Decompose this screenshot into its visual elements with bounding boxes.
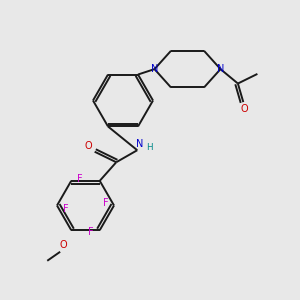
Text: N: N — [218, 64, 225, 74]
Text: F: F — [103, 197, 108, 208]
Text: O: O — [84, 141, 92, 151]
Text: O: O — [241, 104, 249, 114]
Text: N: N — [136, 139, 143, 148]
Text: O: O — [60, 240, 68, 250]
Text: N: N — [152, 64, 159, 74]
Text: F: F — [88, 227, 94, 237]
Text: H: H — [146, 143, 153, 152]
Text: F: F — [63, 204, 68, 214]
Text: F: F — [77, 174, 83, 184]
